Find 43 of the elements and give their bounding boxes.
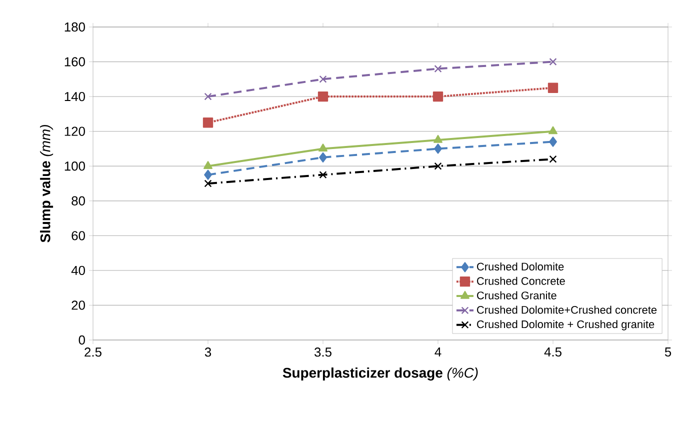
- x-axis-title: Superplasticizer dosage (%C): [282, 368, 478, 381]
- point: [202, 118, 214, 128]
- y-tick-label: 120: [64, 126, 85, 136]
- point: [434, 162, 442, 170]
- x-tick-label: 3.5: [314, 348, 332, 357]
- x-tick-label: 2.5: [84, 348, 102, 357]
- point: [432, 91, 444, 102]
- point: [549, 136, 557, 147]
- legend-label: Crushed Concrete: [477, 276, 565, 285]
- y-tick-label: 80: [72, 196, 85, 206]
- y-tick-label: 40: [71, 266, 85, 276]
- y-tick-label: 100: [64, 162, 85, 171]
- point: [319, 152, 327, 162]
- y-tick-label: 140: [64, 92, 85, 102]
- y-tick-label: 180: [64, 22, 85, 32]
- point: [549, 155, 557, 163]
- y-tick-label: 160: [64, 57, 85, 66]
- point: [318, 144, 328, 152]
- y-tick-label: 60: [72, 231, 85, 240]
- point: [204, 92, 212, 100]
- point: [549, 58, 557, 66]
- legend-label: Crushed Granite: [477, 291, 556, 300]
- legend-label: Crushed Dolomite: [477, 262, 564, 270]
- point: [204, 161, 212, 169]
- y-tick-label: 20: [72, 300, 85, 310]
- point: [204, 180, 212, 188]
- y-tick-label: 0: [78, 335, 85, 345]
- point: [434, 64, 442, 72]
- x-tick-label: 3: [204, 348, 212, 357]
- x-tick-label: 5: [664, 348, 672, 357]
- x-tick-label: 4: [434, 348, 442, 356]
- point: [319, 171, 327, 179]
- point: [548, 126, 558, 134]
- point: [318, 91, 328, 102]
- point: [319, 75, 327, 83]
- point: [548, 82, 558, 93]
- x-tick-label: 4.5: [544, 348, 562, 357]
- point: [204, 170, 212, 180]
- point: [434, 144, 442, 154]
- legend-label: Crushed Dolomite + Crushed granite: [477, 320, 654, 330]
- point: [434, 134, 442, 143]
- legend-label: Crushed Dolomite+Crushed concrete: [477, 306, 657, 314]
- y-axis-title: Slump value (mm): [40, 125, 54, 242]
